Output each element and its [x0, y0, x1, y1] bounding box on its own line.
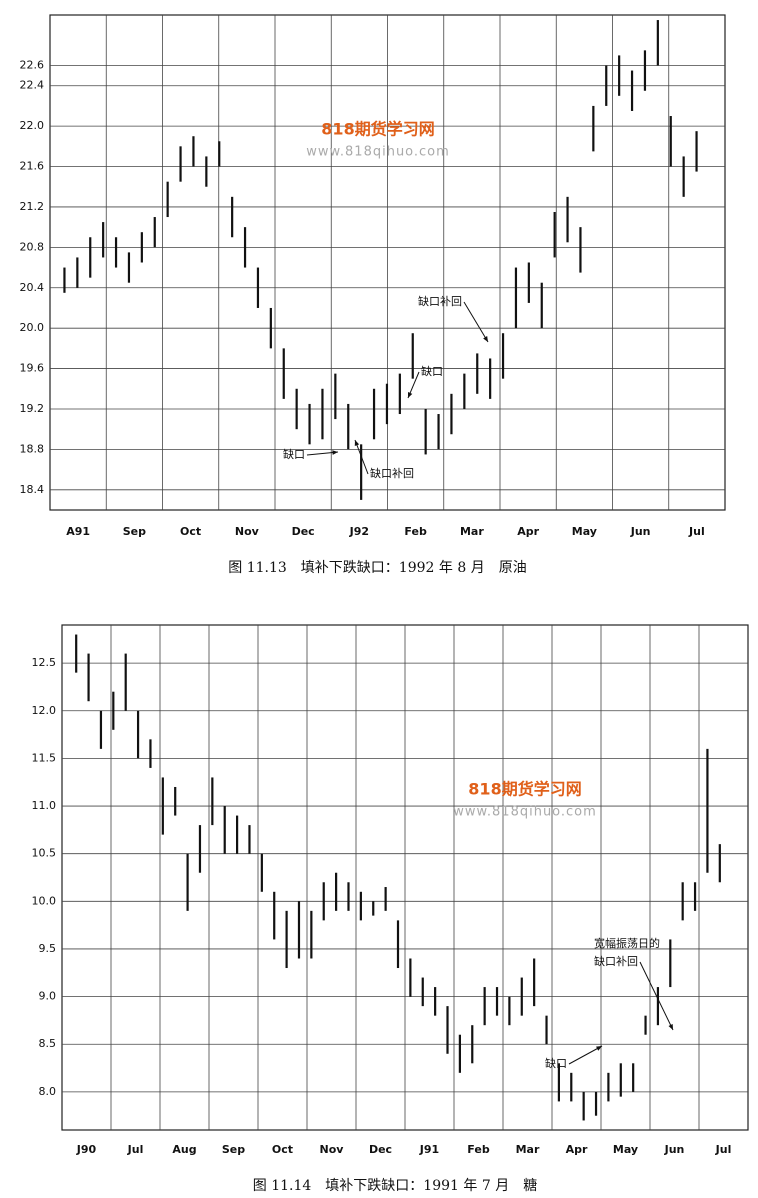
x-tick-label: Apr — [517, 525, 539, 538]
x-tick-label: Mar — [516, 1143, 540, 1156]
y-tick-label: 22.4 — [20, 79, 45, 92]
y-tick-label: 18.8 — [20, 442, 45, 455]
x-tick-label: Feb — [467, 1143, 490, 1156]
x-tick-label: Jul — [127, 1143, 144, 1156]
y-tick-label: 8.0 — [39, 1085, 57, 1098]
x-tick-label: Jun — [630, 525, 651, 538]
x-tick-label: Feb — [404, 525, 427, 538]
y-tick-label: 19.6 — [20, 362, 45, 375]
y-tick-label: 9.0 — [39, 990, 57, 1003]
arrow-head — [332, 450, 338, 455]
annotation-arrow — [568, 1045, 603, 1065]
annotation-arrow — [639, 961, 674, 1031]
annotation: 缺口 — [421, 364, 443, 378]
figure-caption: 图 11.14 填补下跌缺口：1991 年 7 月 糖 — [253, 1178, 537, 1194]
x-tick-label: Jul — [688, 525, 705, 538]
x-tick-label: J91 — [419, 1143, 439, 1156]
annotation: 缺口补回 — [418, 294, 462, 308]
annotation: 缺口 — [545, 1056, 567, 1070]
y-tick-label: 10.0 — [32, 894, 57, 907]
annotation: 缺口 — [283, 447, 305, 461]
x-tick-label: Oct — [272, 1143, 293, 1156]
y-tick-label: 10.5 — [32, 847, 57, 860]
x-tick-label: Oct — [180, 525, 201, 538]
x-tick-label: Sep — [222, 1143, 245, 1156]
annotation: 缺口补回 — [370, 466, 414, 480]
arrow-head — [668, 1024, 673, 1030]
watermark-url: www.818qihuo.com — [453, 805, 597, 820]
y-tick-label: 20.0 — [20, 321, 45, 334]
x-tick-label: Nov — [235, 525, 260, 538]
x-tick-label: May — [572, 525, 597, 538]
annotation-arrow — [463, 301, 489, 343]
x-tick-label: Aug — [172, 1143, 196, 1156]
watermark-title: 818期货学习网 — [468, 780, 581, 799]
x-tick-label: May — [613, 1143, 638, 1156]
y-tick-label: 11.5 — [32, 751, 57, 764]
x-tick-label: Sep — [123, 525, 146, 538]
x-tick-label: Nov — [320, 1143, 345, 1156]
annotation: 宽幅振荡日的 — [594, 936, 660, 950]
watermark-url: www.818qihuo.com — [306, 145, 450, 160]
y-tick-label: 12.0 — [32, 704, 57, 717]
y-tick-label: 19.2 — [20, 402, 45, 415]
x-tick-label: Jun — [664, 1143, 685, 1156]
annotation-arrow — [354, 439, 369, 475]
y-tick-label: 22.0 — [20, 119, 45, 132]
figure-caption: 图 11.13 填补下跌缺口：1992 年 8 月 原油 — [228, 560, 526, 576]
x-tick-label: J90 — [76, 1143, 97, 1156]
x-tick-label: Jul — [715, 1143, 732, 1156]
x-tick-label: Dec — [369, 1143, 392, 1156]
x-tick-label: Mar — [460, 525, 484, 538]
arrow-head — [483, 336, 488, 342]
x-tick-label: J92 — [349, 525, 369, 538]
y-tick-label: 21.6 — [20, 160, 45, 173]
x-tick-label: Dec — [292, 525, 315, 538]
arrow-head — [596, 1046, 602, 1051]
y-tick-label: 12.5 — [32, 656, 57, 669]
y-tick-label: 9.5 — [39, 942, 57, 955]
y-tick-label: 20.8 — [20, 240, 45, 253]
y-tick-label: 20.4 — [20, 281, 45, 294]
y-tick-label: 18.4 — [20, 483, 45, 496]
y-tick-label: 8.5 — [39, 1037, 57, 1050]
annotation: 缺口补回 — [594, 954, 638, 968]
y-tick-label: 21.2 — [20, 200, 45, 213]
watermark-title: 818期货学习网 — [321, 120, 434, 139]
x-tick-label: A91 — [66, 525, 90, 538]
y-tick-label: 11.0 — [32, 799, 57, 812]
x-tick-label: Apr — [566, 1143, 588, 1156]
arrow-head — [354, 440, 360, 446]
y-tick-label: 22.6 — [20, 59, 45, 72]
arrow-head — [408, 392, 413, 398]
